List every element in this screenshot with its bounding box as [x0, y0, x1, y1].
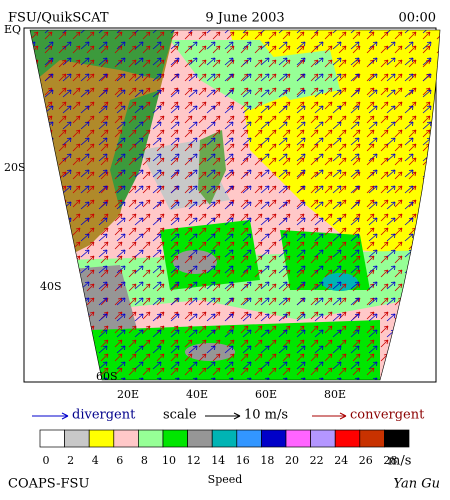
colorbar-label: 28 [383, 454, 397, 467]
header-left: FSU/QuikSCAT [8, 11, 109, 26]
divergent-arrow [32, 412, 69, 420]
footer-left: COAPS-FSU [8, 477, 89, 492]
colorbar-swatch [39, 429, 65, 448]
colorbar-swatch [359, 429, 385, 448]
lon-label: 20E [117, 388, 139, 401]
colorbar-label: 12 [187, 454, 201, 467]
colorbar-swatch [64, 429, 90, 448]
colorbar-label: 10 [162, 454, 176, 467]
colorbar-label: 4 [92, 454, 99, 467]
colorbar-label: 8 [141, 454, 148, 467]
footer-right: Yan Gu [393, 477, 440, 492]
colorbar-swatch [310, 429, 336, 448]
colorbar-label: 20 [285, 454, 299, 467]
lat-label: 40S [40, 280, 62, 293]
colorbar-swatch [261, 429, 287, 448]
colorbar: 0 2 4 6 8 10 12 14 16 18 20 22 24 26 28 [39, 429, 410, 467]
colorbar-label: 22 [310, 454, 324, 467]
colorbar-swatch [138, 429, 164, 448]
footer-center: Speed [208, 473, 243, 486]
lon-label: 40E [186, 388, 208, 401]
colorbar-swatch [113, 429, 139, 448]
lat-label: 60S [96, 370, 118, 383]
colorbar-label: 0 [43, 454, 50, 467]
colorbar-label: 16 [236, 454, 250, 467]
colorbar-swatch [285, 429, 311, 448]
colorbar-swatch [384, 429, 410, 448]
lon-label: 80E [324, 388, 346, 401]
convergent-arrow [312, 412, 347, 420]
colorbar-label: 2 [67, 454, 74, 467]
lat-label: EQ [4, 23, 21, 36]
header-right: 00:00 [399, 11, 436, 26]
lat-label: 20S [4, 161, 26, 174]
map-outline [29, 29, 441, 381]
colorbar-swatch [88, 429, 115, 448]
lon-label: 60E [255, 388, 277, 401]
colorbar-swatch [187, 429, 213, 448]
legend-convergent: convergent [350, 408, 425, 423]
colorbar-label: 26 [359, 454, 373, 467]
legend-scale-value: 10 m/s [244, 408, 288, 423]
scale-arrow [205, 412, 241, 420]
header-center: 9 June 2003 [205, 11, 284, 26]
map [30, 30, 440, 380]
colorbar-label: 24 [334, 454, 348, 467]
colorbar-label: 18 [260, 454, 274, 467]
colorbar-swatch [211, 429, 238, 448]
legend-divergent: divergent [72, 408, 136, 423]
colorbar-swatch [236, 429, 262, 448]
legend-scale: scale [163, 408, 197, 423]
colorbar-swatch [334, 429, 361, 448]
colorbar-label: 14 [211, 454, 225, 467]
colorbar-swatch [162, 429, 188, 448]
colorbar-unit: m/s [388, 454, 411, 469]
map-frame [23, 27, 437, 383]
colorbar-label: 6 [116, 454, 123, 467]
